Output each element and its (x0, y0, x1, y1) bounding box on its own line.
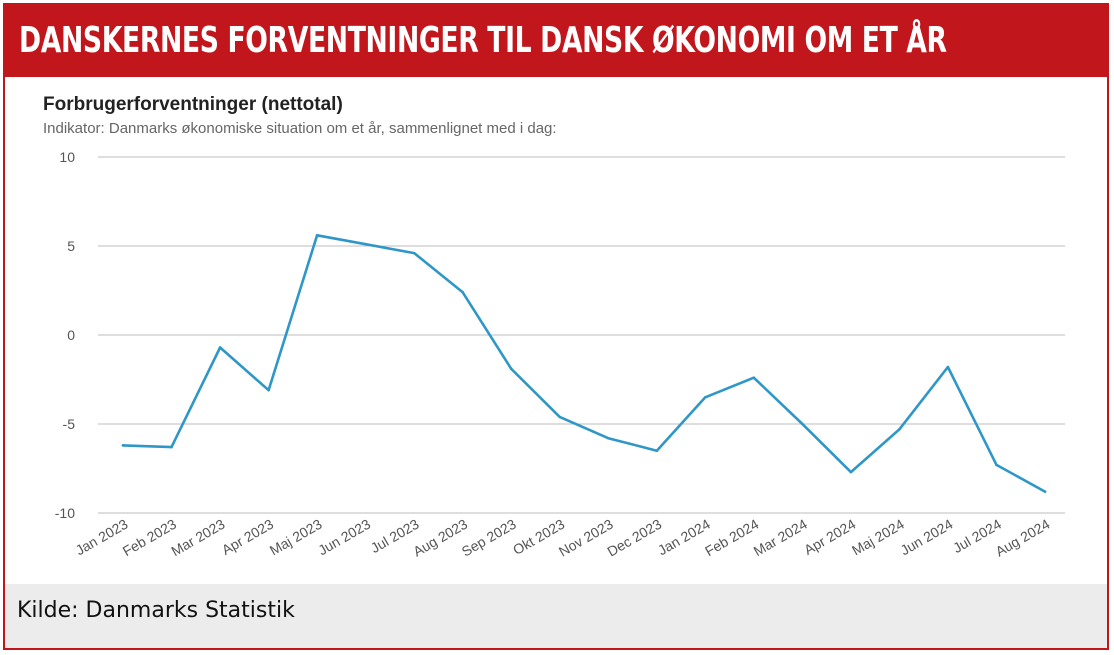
data-point (315, 234, 319, 237)
x-tick-label: Dec 2023 (604, 516, 664, 560)
x-tick-label: Jan 2024 (655, 516, 713, 559)
data-point (267, 388, 270, 392)
x-tick-label: Sep 2023 (459, 516, 519, 560)
data-point (509, 367, 513, 371)
x-tick-label: Feb 2023 (120, 516, 179, 560)
x-tick-label: Jan 2023 (73, 516, 131, 559)
data-point (364, 242, 367, 246)
data-point (170, 445, 173, 449)
y-tick-label: -10 (55, 505, 75, 521)
x-tick-label: Aug 2023 (410, 516, 470, 560)
data-point (218, 346, 222, 349)
data-point (995, 463, 998, 467)
chart-area: Forbrugerforventninger (nettotal) Indika… (5, 77, 1107, 585)
title-banner: DANSKERNES FORVENTNINGER TIL DANSK ØKONO… (5, 5, 1107, 77)
data-point (898, 428, 901, 431)
x-tick-label: Jun 2024 (898, 516, 956, 559)
x-tick-label: Maj 2024 (849, 516, 907, 559)
data-point (558, 415, 562, 419)
y-tick-label: 5 (67, 238, 75, 254)
series-line (121, 234, 1047, 493)
line-chart: Forbrugerforventninger (nettotal) Indika… (43, 94, 1065, 560)
data-point (606, 436, 610, 440)
y-tick-label: 10 (59, 149, 75, 165)
chart-title: Forbrugerforventninger (nettotal) (43, 94, 343, 115)
chart-subtitle: Indikator: Danmarks økonomiske situation… (43, 120, 557, 137)
source-text: Kilde: Danmarks Statistik (17, 598, 295, 623)
x-tick-label: Apr 2024 (801, 516, 858, 558)
x-tick-label: Aug 2024 (993, 516, 1053, 560)
banner-title: DANSKERNES FORVENTNINGER TIL DANSK ØKONO… (19, 20, 947, 61)
x-tick-label: Mar 2024 (751, 516, 810, 560)
data-point (655, 449, 659, 453)
data-point (752, 376, 756, 380)
data-point (704, 396, 707, 399)
data-point (461, 290, 464, 294)
source-footer: Kilde: Danmarks Statistik (5, 584, 1107, 648)
data-point (801, 422, 804, 426)
chart-card: DANSKERNES FORVENTNINGER TIL DANSK ØKONO… (3, 3, 1109, 650)
x-tick-label: Nov 2023 (556, 516, 616, 560)
data-point (946, 365, 950, 369)
y-tick-label: -5 (63, 416, 76, 432)
series-layer (121, 234, 1047, 493)
x-tick-label: Maj 2023 (267, 516, 325, 559)
x-tick-label: Jun 2023 (315, 516, 373, 559)
data-point (1043, 490, 1047, 493)
y-axis-ticks: 10 5 0 -5 -10 (55, 149, 75, 521)
data-point (849, 470, 853, 474)
x-tick-label: Feb 2024 (702, 516, 761, 560)
data-point (412, 251, 416, 255)
grid-lines (98, 156, 1065, 514)
data-point (121, 444, 125, 447)
y-tick-label: 0 (67, 327, 75, 343)
x-tick-label: Apr 2023 (219, 516, 276, 558)
x-tick-label: Mar 2023 (168, 516, 227, 560)
